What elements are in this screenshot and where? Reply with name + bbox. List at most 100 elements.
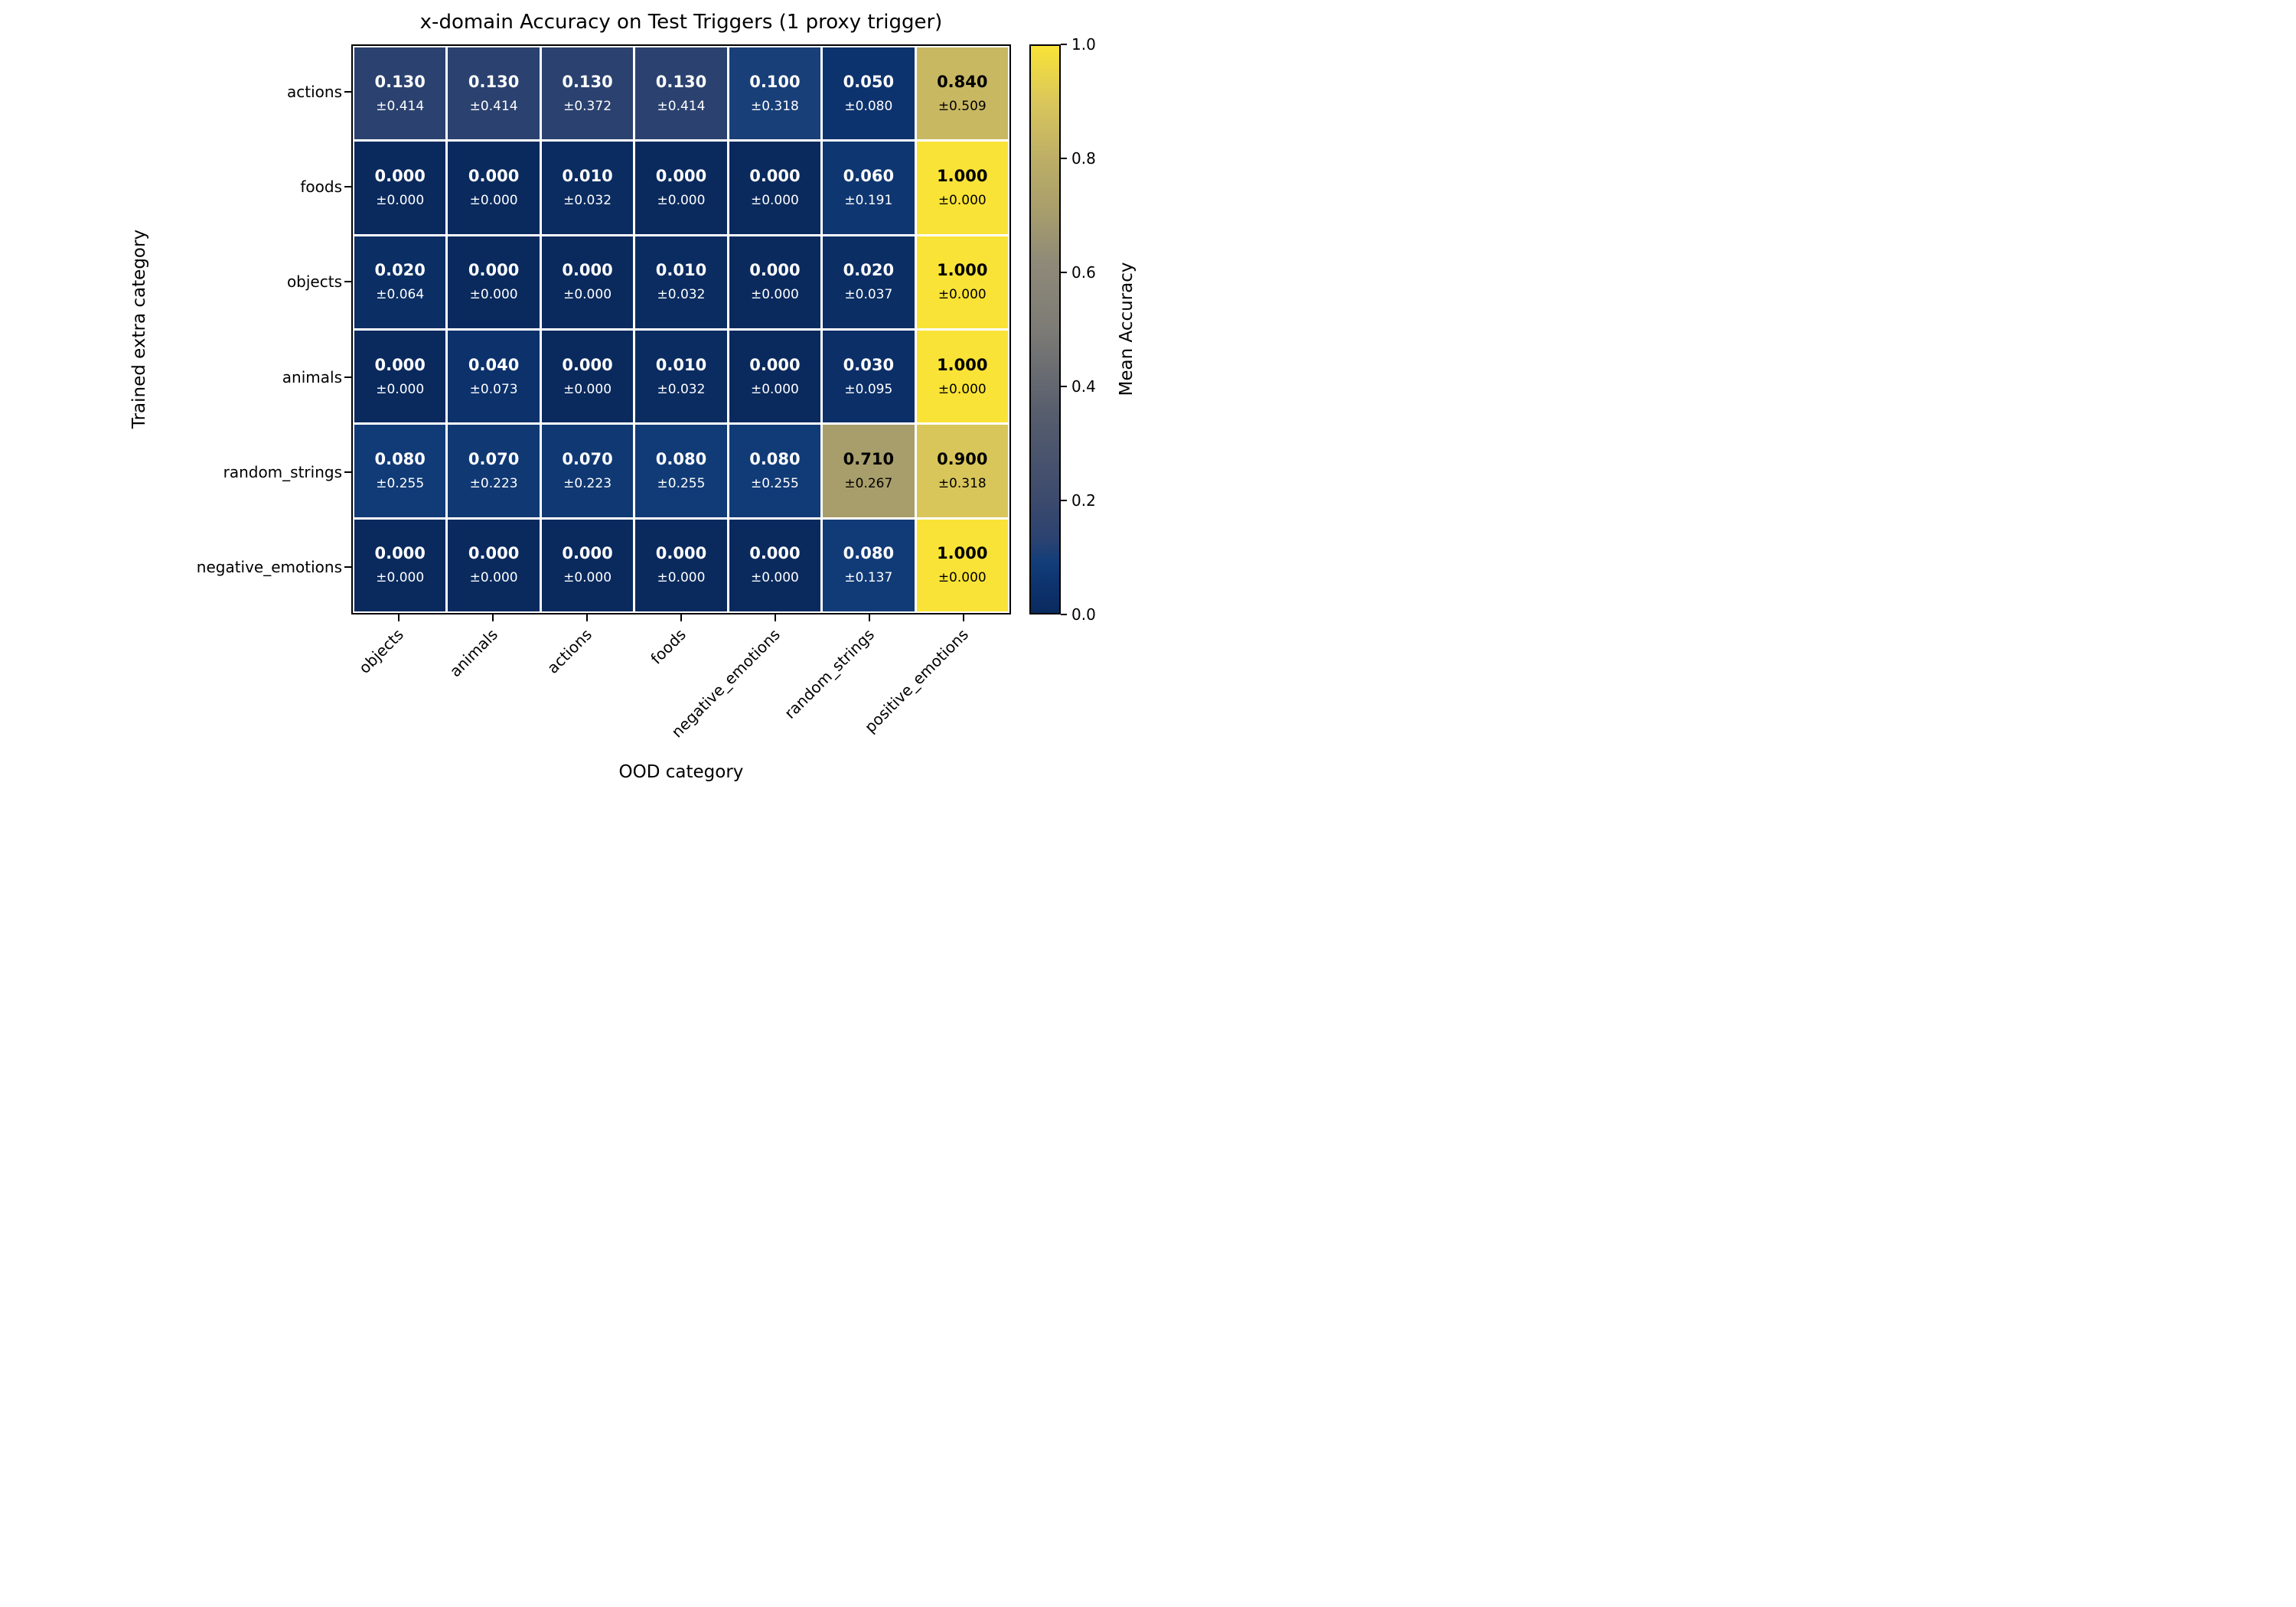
- heatmap-cell: 0.000 ±0.000: [729, 331, 821, 423]
- heatmap-cell: 0.130 ±0.414: [354, 47, 446, 140]
- cell-mean-value: 0.000: [749, 544, 801, 563]
- heatmap-figure: x-domain Accuracy on Test Triggers (1 pr…: [0, 0, 1148, 804]
- cell-std-value: ±0.000: [469, 570, 518, 586]
- cell-std-value: ±0.095: [844, 381, 893, 397]
- cell-std-value: ±0.073: [469, 381, 518, 397]
- cell-std-value: ±0.414: [657, 98, 706, 114]
- cell-std-value: ±0.137: [844, 570, 893, 586]
- axis-tick: [775, 614, 777, 621]
- cell-std-value: ±0.000: [938, 570, 987, 586]
- cell-std-value: ±0.000: [657, 192, 706, 208]
- cell-std-value: ±0.000: [938, 192, 987, 208]
- axis-tick: [963, 614, 965, 621]
- heatmap-cell: 0.070 ±0.223: [541, 425, 634, 517]
- y-tick-label: foods: [300, 178, 342, 197]
- cell-mean-value: 0.000: [655, 166, 707, 185]
- cell-mean-value: 1.000: [937, 355, 988, 374]
- heatmap-cell: 0.000 ±0.000: [635, 519, 727, 611]
- colorbar: [1029, 44, 1061, 614]
- heatmap-cell: 0.000 ±0.000: [729, 236, 821, 328]
- cell-std-value: ±0.191: [844, 192, 893, 208]
- axis-tick: [1061, 44, 1067, 45]
- cell-std-value: ±0.414: [376, 98, 425, 114]
- y-tick-label: objects: [286, 272, 342, 292]
- cell-std-value: ±0.414: [469, 98, 518, 114]
- cell-mean-value: 0.130: [468, 72, 520, 91]
- cell-std-value: ±0.509: [938, 98, 987, 114]
- x-tick-label: negative_emotions: [667, 625, 784, 742]
- cell-std-value: ±0.000: [750, 192, 799, 208]
- cell-mean-value: 0.040: [468, 355, 520, 374]
- axis-tick: [344, 91, 351, 93]
- y-tick-label: actions: [287, 83, 342, 102]
- cell-mean-value: 0.010: [655, 355, 707, 374]
- colorbar-tick-label: 0.6: [1071, 263, 1096, 282]
- heatmap-cell: 0.000 ±0.000: [541, 331, 634, 423]
- heatmap-cell: 0.000 ±0.000: [448, 519, 540, 611]
- cell-mean-value: 0.710: [843, 449, 895, 468]
- cell-mean-value: 1.000: [937, 261, 988, 280]
- x-axis-label: OOD category: [618, 762, 744, 782]
- heatmap-cell: 0.000 ±0.000: [729, 142, 821, 234]
- cell-mean-value: 0.130: [374, 72, 426, 91]
- heatmap-cell: 0.010 ±0.032: [635, 331, 727, 423]
- cell-mean-value: 1.000: [937, 166, 988, 185]
- cell-std-value: ±0.223: [563, 475, 612, 491]
- axis-tick: [397, 614, 400, 621]
- heatmap-cell: 0.080 ±0.255: [729, 425, 821, 517]
- heatmap-cell: 0.840 ±0.509: [916, 47, 1008, 140]
- cell-mean-value: 0.000: [468, 261, 520, 280]
- heatmap-cell: 0.000 ±0.000: [729, 519, 821, 611]
- colorbar-tick-label: 1.0: [1071, 35, 1096, 54]
- x-tick-label: actions: [543, 625, 595, 677]
- cell-std-value: ±0.223: [469, 475, 518, 491]
- axis-tick: [491, 614, 494, 621]
- cell-mean-value: 0.070: [468, 449, 520, 468]
- axis-tick: [1061, 500, 1067, 501]
- heatmap-cell: 0.130 ±0.414: [635, 47, 727, 140]
- cell-std-value: ±0.000: [938, 381, 987, 397]
- cell-std-value: ±0.064: [376, 287, 425, 303]
- cell-std-value: ±0.000: [750, 570, 799, 586]
- cell-mean-value: 0.010: [562, 166, 613, 185]
- colorbar-tick-label: 0.4: [1071, 377, 1096, 396]
- cell-std-value: ±0.080: [844, 98, 893, 114]
- cell-std-value: ±0.037: [844, 287, 893, 303]
- heatmap-cell: 0.040 ±0.073: [448, 331, 540, 423]
- heatmap-cell: 0.080 ±0.255: [354, 425, 446, 517]
- cell-std-value: ±0.032: [657, 381, 706, 397]
- heatmap-cell: 0.060 ±0.191: [823, 142, 915, 234]
- cell-std-value: ±0.000: [376, 192, 425, 208]
- heatmap-cell: 0.900 ±0.318: [916, 425, 1008, 517]
- cell-mean-value: 0.000: [749, 261, 801, 280]
- heatmap-cell: 0.030 ±0.095: [823, 331, 915, 423]
- cell-mean-value: 0.020: [843, 261, 895, 280]
- heatmap-cell: 0.070 ±0.223: [448, 425, 540, 517]
- cell-std-value: ±0.372: [563, 98, 612, 114]
- cell-mean-value: 0.000: [655, 544, 707, 563]
- cell-mean-value: 0.130: [562, 72, 613, 91]
- axis-tick: [344, 566, 351, 568]
- heatmap-cell: 0.710 ±0.267: [823, 425, 915, 517]
- cell-std-value: ±0.000: [563, 570, 612, 586]
- cell-mean-value: 0.080: [749, 449, 801, 468]
- cell-std-value: ±0.000: [469, 287, 518, 303]
- cell-std-value: ±0.032: [657, 287, 706, 303]
- cell-std-value: ±0.000: [469, 192, 518, 208]
- cell-mean-value: 0.070: [562, 449, 613, 468]
- heatmap-cell: 0.000 ±0.000: [541, 519, 634, 611]
- x-tick-label: random_strings: [781, 625, 879, 722]
- axis-tick: [1061, 272, 1067, 273]
- heatmap-cell: 0.010 ±0.032: [635, 236, 727, 328]
- y-tick-label: random_strings: [223, 462, 342, 481]
- heatmap-cell: 0.130 ±0.414: [448, 47, 540, 140]
- cell-mean-value: 0.900: [937, 449, 988, 468]
- cell-mean-value: 0.130: [655, 72, 707, 91]
- heatmap-cell: 0.000 ±0.000: [541, 236, 634, 328]
- heatmap-cell: 1.000 ±0.000: [916, 519, 1008, 611]
- cell-std-value: ±0.000: [750, 287, 799, 303]
- heatmap-cell: 0.000 ±0.000: [635, 142, 727, 234]
- axis-tick: [344, 471, 351, 473]
- cell-mean-value: 0.840: [937, 72, 988, 91]
- cell-std-value: ±0.318: [938, 475, 987, 491]
